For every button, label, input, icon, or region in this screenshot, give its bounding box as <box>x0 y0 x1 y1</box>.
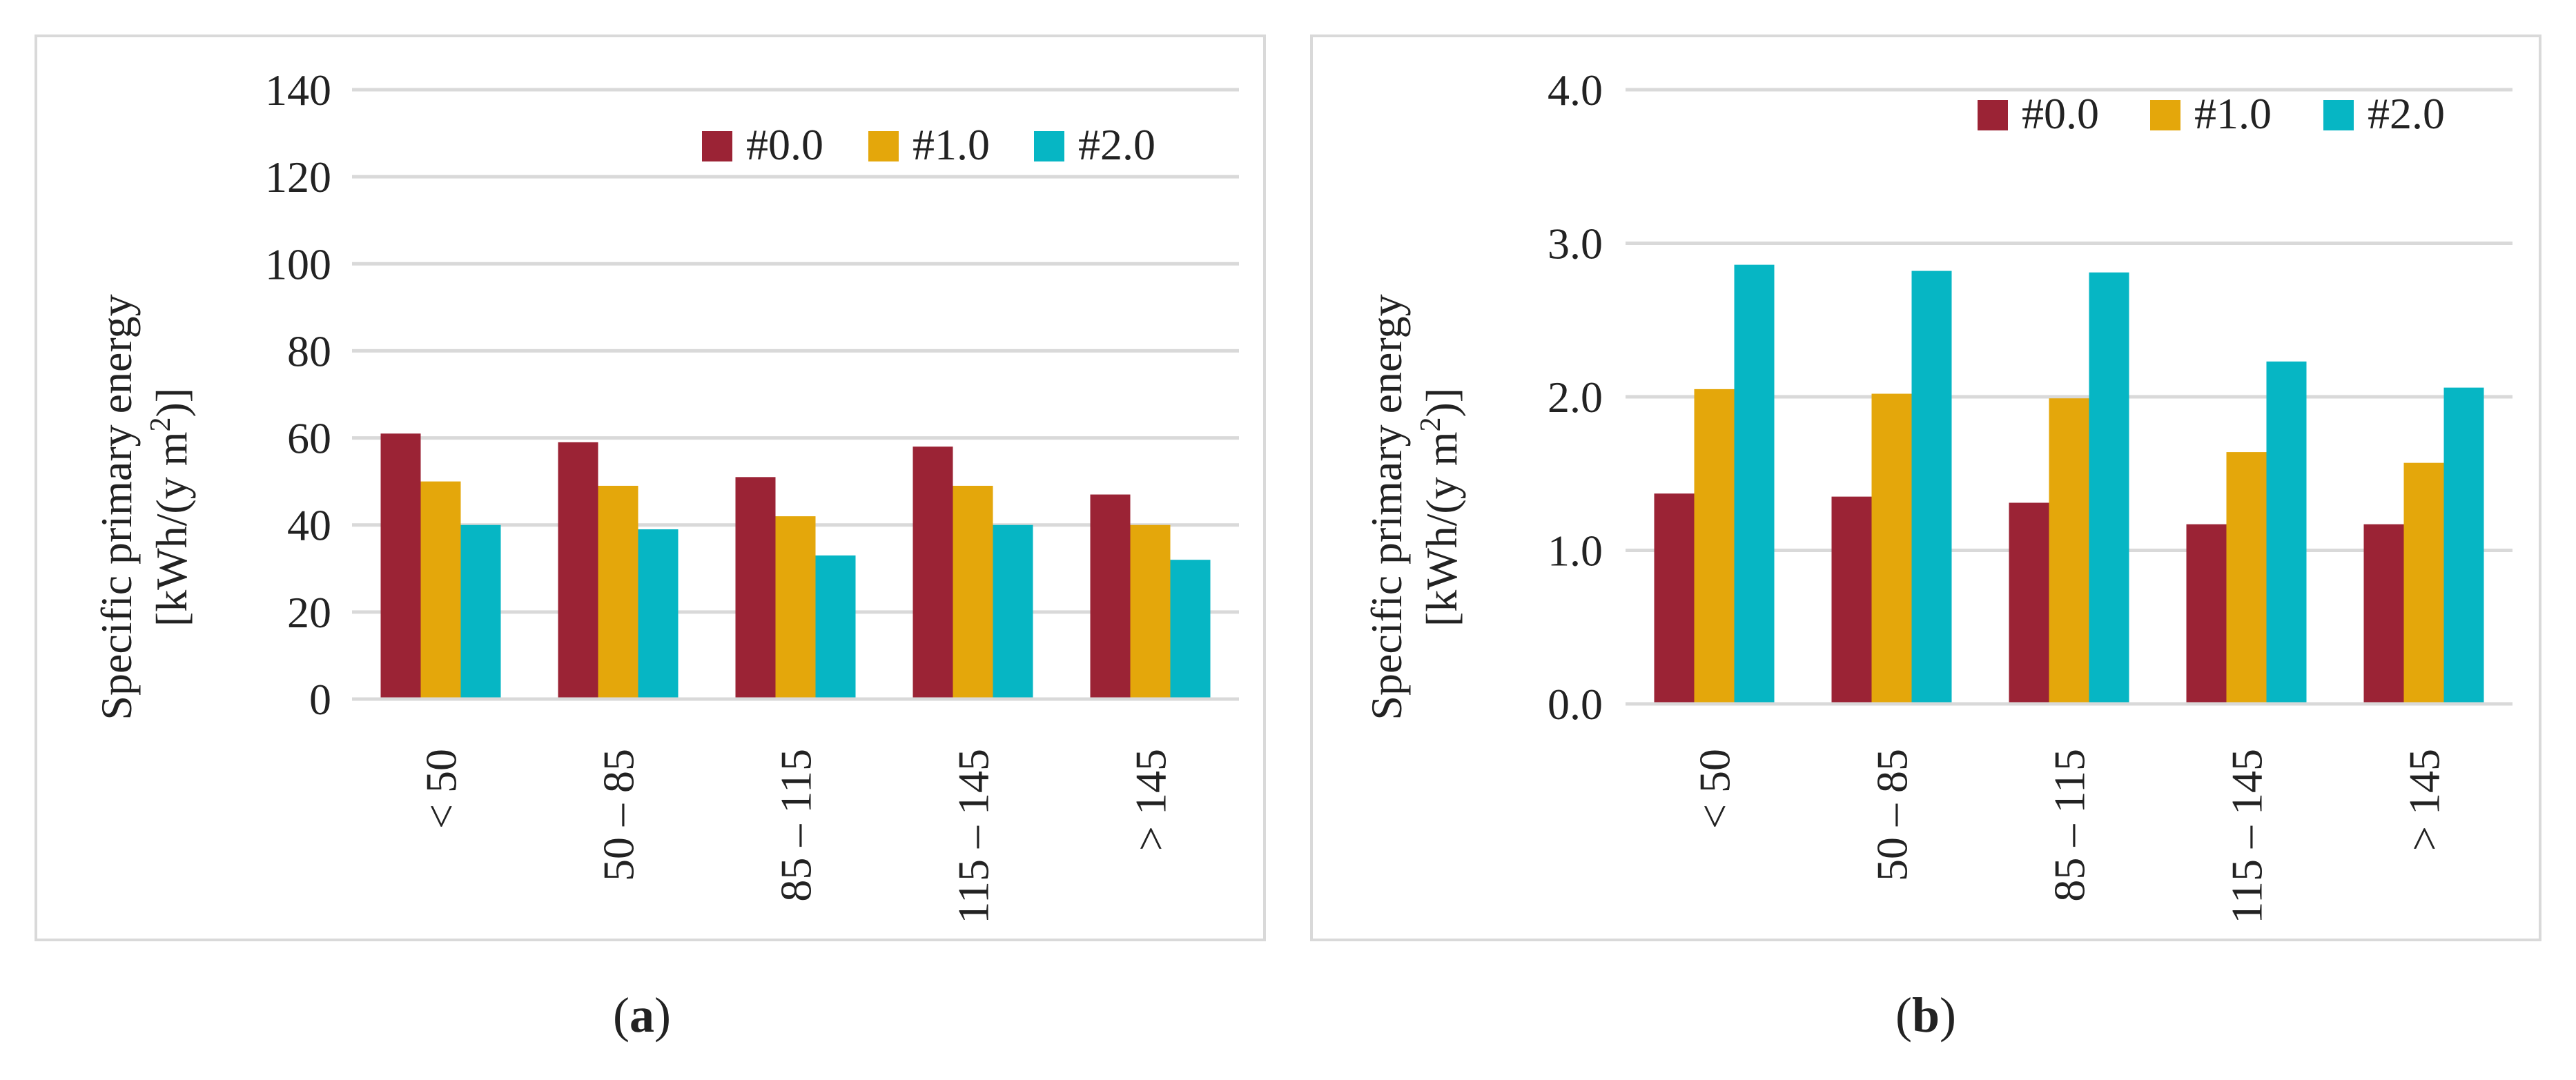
bar-s0-0-cat-1 <box>558 442 598 699</box>
chart-b-y-axis-label-units: [kWh/(y m <box>1417 432 1466 627</box>
bar-s1-0-cat-0 <box>420 481 461 699</box>
bar-s2-0-cat-1 <box>638 529 679 699</box>
x-tick-label: > 145 <box>2400 749 2449 851</box>
x-tick-label: > 145 <box>1126 749 1175 851</box>
chart-a: 0 20 40 60 80 100 120 140 < 50 50 – 85 85 – 115 11… <box>35 35 1266 1043</box>
bar-s2-0-cat-2 <box>2089 272 2129 704</box>
legend-label-1: #1.0 <box>2194 89 2272 138</box>
y-tick-label: 0.0 <box>1548 680 1603 729</box>
legend-label-2: #2.0 <box>2368 89 2445 138</box>
y-tick-label: 40 <box>287 501 331 550</box>
chart-b-bars <box>1654 264 2484 704</box>
x-tick-label: < 50 <box>1690 749 1739 829</box>
x-tick-label: 115 – 145 <box>949 749 998 924</box>
chart-a-legend: #0.0 #1.0 #2.0 <box>702 120 1155 169</box>
chart-a-panel-label-letter: a <box>630 988 654 1043</box>
chart-a-y-axis-label-superscript: 2 <box>145 418 177 432</box>
chart-b: 0.0 1.0 2.0 3.0 4.0 < 50 50 – 85 85 – 115 115 –… <box>1310 35 2541 1043</box>
bar-s2-0-cat-1 <box>1911 271 1952 704</box>
bar-s1-0-cat-4 <box>1130 524 1171 699</box>
bar-s0-0-cat-3 <box>913 446 953 699</box>
legend-swatch-1 <box>2150 100 2180 130</box>
bar-s0-0-cat-3 <box>2186 524 2227 704</box>
chart-a-panel-label-close: ) <box>654 988 671 1043</box>
y-tick-label: 2.0 <box>1548 373 1603 422</box>
chart-b-panel-label-close: ) <box>1940 988 1956 1043</box>
legend-swatch-2 <box>2323 100 2354 130</box>
bar-s1-0-cat-2 <box>775 516 816 699</box>
bar-s1-0-cat-3 <box>2226 452 2267 704</box>
x-tick-label: < 50 <box>417 749 466 829</box>
chart-b-panel-label: (b) <box>1895 988 1956 1043</box>
bar-s2-0-cat-0 <box>1734 264 1775 704</box>
chart-a-frame <box>35 35 1266 941</box>
bar-s2-0-cat-4 <box>2443 387 2484 704</box>
chart-a-panel-label: (a) <box>613 988 671 1043</box>
bar-s1-0-cat-0 <box>1694 389 1735 704</box>
x-tick-label: 85 – 115 <box>2045 749 2094 902</box>
bar-s0-0-cat-2 <box>735 477 776 699</box>
chart-b-panel-label-open: ( <box>1895 988 1912 1043</box>
chart-b-legend: #0.0 #1.0 #2.0 <box>1978 89 2445 138</box>
legend-swatch-2 <box>1034 131 1064 161</box>
x-tick-label: 85 – 115 <box>772 749 821 902</box>
bar-s1-0-cat-1 <box>1871 393 1912 704</box>
chart-b-y-axis-label-close: )] <box>1417 388 1466 418</box>
bar-s0-0-cat-4 <box>2363 524 2404 704</box>
bar-s2-0-cat-0 <box>460 524 501 699</box>
chart-a-y-axis-label-line2: [kWh/(y m2)] <box>145 388 196 627</box>
chart-a-x-tick-labels: < 50 50 – 85 85 – 115 115 – 145 > 145 <box>417 749 1175 924</box>
y-tick-label: 3.0 <box>1548 219 1603 268</box>
legend-label-1: #1.0 <box>913 120 990 169</box>
bar-s0-0-cat-2 <box>2009 502 2049 704</box>
legend-swatch-0 <box>702 131 732 161</box>
y-tick-label: 100 <box>265 239 331 288</box>
legend-swatch-0 <box>1978 100 2008 130</box>
chart-a-panel-label-open: ( <box>613 988 630 1043</box>
legend-swatch-1 <box>868 131 899 161</box>
x-tick-label: 50 – 85 <box>594 749 643 881</box>
chart-b-panel-label-letter: b <box>1912 988 1940 1043</box>
bar-s1-0-cat-3 <box>953 485 993 699</box>
chart-a-y-axis-label-units: [kWh/(y m <box>147 432 196 627</box>
chart-b-y-axis-label-line2: [kWh/(y m2)] <box>1415 388 1466 627</box>
chart-b-y-axis-label-superscript: 2 <box>1415 418 1447 432</box>
chart-a-y-axis-label-line1: Specific primary energy <box>92 294 141 720</box>
bar-s2-0-cat-3 <box>2266 361 2307 704</box>
chart-b-y-tick-labels: 0.0 1.0 2.0 3.0 4.0 <box>1548 66 1603 729</box>
chart-a-y-axis-label-close: )] <box>147 388 196 418</box>
y-tick-label: 120 <box>265 153 331 202</box>
bar-s2-0-cat-2 <box>815 555 856 699</box>
x-tick-label: 50 – 85 <box>1868 749 1917 881</box>
chart-a-bars <box>380 433 1211 699</box>
chart-b-x-tick-labels: < 50 50 – 85 85 – 115 115 – 145 > 145 <box>1690 749 2449 924</box>
bar-s2-0-cat-3 <box>993 524 1033 699</box>
bar-s2-0-cat-4 <box>1170 560 1211 699</box>
bar-s0-0-cat-1 <box>1831 496 1872 704</box>
bar-s0-0-cat-0 <box>380 433 421 699</box>
bar-s0-0-cat-4 <box>1090 494 1131 699</box>
legend-label-0: #0.0 <box>746 120 823 169</box>
chart-a-y-tick-labels: 0 20 40 60 80 100 120 140 <box>265 66 331 724</box>
legend-label-0: #0.0 <box>2022 89 2099 138</box>
y-tick-label: 140 <box>265 66 331 115</box>
y-tick-label: 1.0 <box>1548 527 1603 576</box>
y-tick-label: 4.0 <box>1548 66 1603 115</box>
bar-s1-0-cat-1 <box>598 485 638 699</box>
bar-s1-0-cat-2 <box>2049 398 2089 704</box>
y-tick-label: 20 <box>287 588 331 637</box>
y-tick-label: 60 <box>287 414 331 463</box>
bar-s1-0-cat-4 <box>2403 462 2444 704</box>
bar-s0-0-cat-0 <box>1654 493 1695 704</box>
chart-b-y-axis-label-line1: Specific primary energy <box>1362 294 1411 720</box>
legend-label-2: #2.0 <box>1078 120 1155 169</box>
y-tick-label: 80 <box>287 326 331 375</box>
y-tick-label: 0 <box>309 675 331 724</box>
x-tick-label: 115 – 145 <box>2223 749 2272 924</box>
